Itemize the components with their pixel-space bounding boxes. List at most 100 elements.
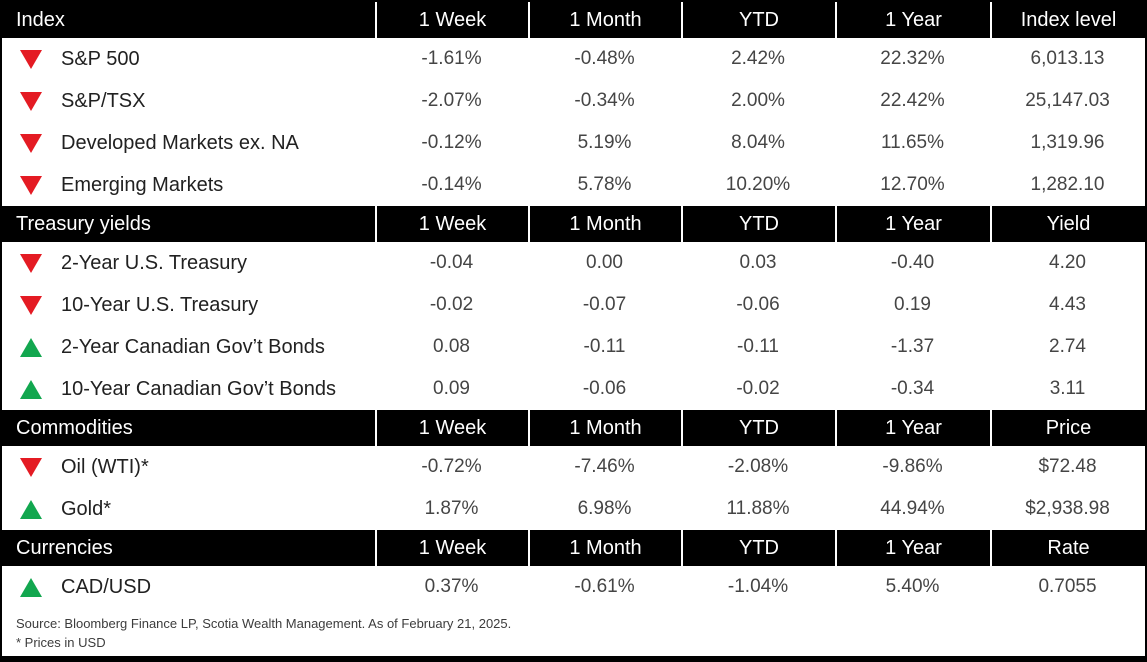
column-header-1-month: 1 Month	[528, 2, 681, 38]
value-ytd: -2.08%	[727, 456, 789, 477]
value-ytd: 2.00%	[731, 90, 785, 111]
table-row: Oil (WTI)* -0.72% -7.46% -2.08% -9.86% $…	[2, 446, 1145, 488]
value-level: 25,147.03	[1025, 90, 1110, 111]
table-row: Developed Markets ex. NA -0.12% 5.19% 8.…	[2, 122, 1145, 164]
value-1-week: -2.07%	[421, 90, 482, 111]
section-header-commodities: Commodities 1 Week 1 Month YTD 1 Year Pr…	[2, 410, 1145, 446]
down-triangle-icon	[20, 295, 42, 315]
usd-note: * Prices in USD	[16, 634, 106, 650]
section-header-index: Index 1 Week 1 Month YTD 1 Year Index le…	[2, 2, 1145, 38]
value-1-year: -0.40	[890, 252, 935, 273]
value-level: $2,938.98	[1025, 498, 1110, 519]
value-ytd: 11.88%	[726, 498, 790, 519]
value-1-month: 5.78%	[577, 174, 632, 195]
table-row: CAD/USD 0.37% -0.61% -1.04% 5.40% 0.7055	[2, 566, 1145, 608]
row-label-cell: Emerging Markets	[2, 174, 375, 197]
value-1-year: -0.34	[890, 378, 935, 399]
value-1-month: -7.46%	[574, 456, 635, 477]
value-level: 3.11	[1049, 378, 1086, 399]
table-row: Emerging Markets -0.14% 5.78% 10.20% 12.…	[2, 164, 1145, 206]
down-triangle-icon	[20, 49, 42, 69]
table-row: Gold* 1.87% 6.98% 11.88% 44.94% $2,938.9…	[2, 488, 1145, 530]
value-1-month: 6.98%	[577, 498, 632, 519]
value-1-week: 0.37%	[424, 576, 479, 597]
row-label: 2-Year Canadian Gov’t Bonds	[61, 335, 325, 358]
row-label-cell: 2-Year U.S. Treasury	[2, 252, 375, 275]
value-1-week: 0.08	[433, 336, 470, 357]
row-label: Oil (WTI)*	[61, 455, 149, 478]
down-triangle-icon	[20, 457, 42, 477]
column-header-1-week: 1 Week	[375, 206, 528, 242]
value-level: 4.43	[1049, 294, 1086, 315]
table-row: 2-Year Canadian Gov’t Bonds 0.08 -0.11 -…	[2, 326, 1145, 368]
row-label-cell: Developed Markets ex. NA	[2, 132, 375, 155]
value-1-month: -0.06	[582, 378, 627, 399]
column-header-1-week: 1 Week	[375, 410, 528, 446]
row-label: 10-Year U.S. Treasury	[61, 293, 259, 316]
up-triangle-icon	[20, 499, 42, 519]
value-ytd: 10.20%	[725, 174, 791, 195]
value-1-week: -0.04	[429, 252, 474, 273]
value-1-week: 1.87%	[424, 498, 479, 519]
table-sections: Index 1 Week 1 Month YTD 1 Year Index le…	[2, 2, 1145, 608]
table-row: 10-Year Canadian Gov’t Bonds 0.09 -0.06 …	[2, 368, 1145, 410]
row-label: Developed Markets ex. NA	[61, 131, 299, 154]
value-1-year: 22.42%	[880, 90, 945, 111]
value-1-week: -1.61%	[421, 48, 482, 69]
value-1-month: -0.61%	[574, 576, 635, 597]
row-label: 10-Year Canadian Gov’t Bonds	[61, 377, 336, 400]
value-1-year: 22.32%	[880, 48, 945, 69]
row-label-cell: S&P 500	[2, 48, 375, 71]
footnote: Source: Bloomberg Finance LP, Scotia Wea…	[2, 608, 1145, 656]
down-triangle-icon	[20, 253, 42, 273]
column-header-1-year: 1 Year	[835, 206, 990, 242]
value-ytd: -0.02	[736, 378, 780, 399]
section-header-treasury-yields: Treasury yields 1 Week 1 Month YTD 1 Yea…	[2, 206, 1145, 242]
column-header-1-year: 1 Year	[835, 530, 990, 566]
row-label-cell: Gold*	[2, 498, 375, 521]
value-level: 0.7055	[1038, 576, 1097, 597]
down-triangle-icon	[20, 175, 42, 195]
section-header-currencies: Currencies 1 Week 1 Month YTD 1 Year Rat…	[2, 530, 1145, 566]
value-ytd: -1.04%	[727, 576, 789, 597]
value-1-week: 0.09	[433, 378, 470, 399]
section-title: Currencies	[16, 536, 113, 559]
value-level: 6,013.13	[1030, 48, 1105, 69]
value-level: $72.48	[1038, 456, 1097, 477]
column-header-ytd: YTD	[681, 206, 835, 242]
value-1-month: -0.34%	[574, 90, 635, 111]
value-ytd: 0.03	[739, 252, 777, 273]
section-title: Index	[16, 8, 65, 31]
column-header-ytd: YTD	[681, 530, 835, 566]
value-1-week: -0.14%	[421, 174, 482, 195]
value-ytd: 2.42%	[731, 48, 785, 69]
row-label-cell: 2-Year Canadian Gov’t Bonds	[2, 336, 375, 359]
value-1-month: 5.19%	[577, 132, 632, 153]
value-1-year: 11.65%	[880, 132, 945, 153]
section-title: Commodities	[16, 416, 133, 439]
table-row: 2-Year U.S. Treasury -0.04 0.00 0.03 -0.…	[2, 242, 1145, 284]
value-1-month: -0.48%	[574, 48, 635, 69]
value-level: 2.74	[1049, 336, 1086, 357]
source-note: Source: Bloomberg Finance LP, Scotia Wea…	[16, 616, 512, 631]
value-ytd: 8.04%	[731, 132, 785, 153]
value-1-year: 12.70%	[880, 174, 945, 195]
column-header-1-month: 1 Month	[528, 410, 681, 446]
column-header-1-year: 1 Year	[835, 410, 990, 446]
section-title: Treasury yields	[16, 212, 151, 235]
value-1-year: -1.37	[890, 336, 935, 357]
column-header-value: Price	[990, 410, 1145, 446]
table-row: 10-Year U.S. Treasury -0.02 -0.07 -0.06 …	[2, 284, 1145, 326]
table-row: S&P/TSX -2.07% -0.34% 2.00% 22.42% 25,14…	[2, 80, 1145, 122]
column-header-1-week: 1 Week	[375, 530, 528, 566]
value-1-week: -0.02	[429, 294, 474, 315]
value-1-month: 0.00	[586, 252, 623, 273]
table-row: S&P 500 -1.61% -0.48% 2.42% 22.32% 6,013…	[2, 38, 1145, 80]
value-level: 4.20	[1049, 252, 1086, 273]
column-header-1-year: 1 Year	[835, 2, 990, 38]
down-triangle-icon	[20, 91, 42, 111]
value-ytd: -0.11	[737, 336, 779, 357]
value-level: 1,282.10	[1030, 174, 1105, 195]
row-label-cell: 10-Year U.S. Treasury	[2, 294, 375, 317]
